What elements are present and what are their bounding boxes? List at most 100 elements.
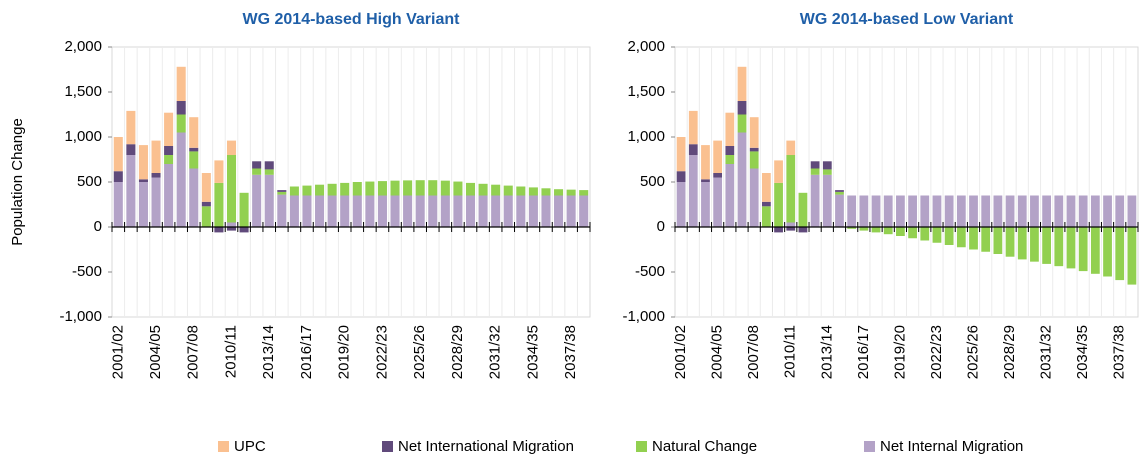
bar-segment	[1042, 227, 1052, 264]
bar-segment	[822, 169, 832, 175]
bar-segment	[415, 195, 425, 227]
bar-segment	[201, 173, 211, 202]
bar-segment	[944, 195, 954, 227]
legend-swatch	[382, 441, 393, 452]
legend-swatch	[218, 441, 229, 452]
x-tick-label: 2004/05	[709, 325, 726, 379]
bar-segment	[1115, 227, 1125, 281]
bar-segment	[969, 195, 978, 227]
legend-swatch	[864, 441, 875, 452]
bar-segment	[810, 161, 820, 169]
x-tick-label: 2016/17	[855, 325, 872, 379]
bar-segment	[176, 114, 186, 133]
bar-segment	[554, 189, 564, 196]
bar-segment	[1042, 195, 1052, 227]
x-tick-label: 2010/11	[222, 325, 239, 378]
bar-segment	[944, 227, 954, 245]
bar-segment	[774, 160, 783, 183]
bar-segment	[214, 160, 224, 183]
bar-segment	[1115, 195, 1125, 227]
bar-segment	[725, 112, 735, 146]
bar-segment	[566, 189, 576, 196]
x-tick-label: 2019/20	[336, 325, 353, 379]
bar-segment	[1103, 195, 1112, 227]
bar-segment	[138, 182, 148, 227]
bar-segment	[302, 195, 312, 227]
bar-segment	[289, 186, 299, 196]
legend-label: Net International Migration	[398, 438, 574, 455]
bar-segment	[859, 227, 869, 231]
bar-segment	[252, 168, 262, 175]
bar-segment	[1054, 195, 1064, 227]
bar-segment	[761, 206, 771, 227]
bar-segment	[713, 140, 723, 173]
x-tick-label: 2004/05	[147, 325, 164, 379]
bar-segment	[993, 227, 1003, 254]
y-tick-label: 1,000	[627, 128, 665, 145]
y-tick-label: 500	[640, 173, 665, 190]
bar-segment	[151, 177, 161, 227]
bar-segment	[774, 182, 783, 227]
bar-segment	[676, 171, 686, 182]
bar-segment	[315, 184, 325, 196]
bar-segment	[701, 145, 710, 180]
bar-segment	[749, 147, 759, 152]
bar-segment	[883, 195, 893, 227]
bar-segment	[786, 222, 796, 227]
bar-segment	[688, 155, 698, 227]
bar-segment	[403, 180, 413, 196]
bar-segment	[676, 137, 686, 172]
bar-segment	[327, 183, 337, 196]
bar-segment	[737, 132, 747, 227]
bar-segment	[1127, 195, 1137, 227]
bar-segment	[749, 117, 759, 148]
chart-title: WG 2014-based High Variant	[243, 11, 461, 28]
bar-segment	[1078, 195, 1088, 227]
bar-segment	[428, 195, 438, 227]
x-tick-label: 2037/38	[1111, 325, 1128, 379]
bar-segment	[403, 195, 413, 227]
x-tick-label: 2031/32	[487, 325, 504, 379]
bar-segment	[981, 195, 991, 227]
bar-segment	[138, 145, 148, 180]
bar-segment	[491, 184, 501, 196]
bar-segment	[352, 195, 362, 227]
bar-segment	[239, 227, 249, 233]
bar-segment	[528, 187, 538, 196]
x-tick-label: 2025/26	[411, 325, 428, 379]
bar-segment	[365, 195, 375, 227]
bar-segment	[113, 171, 123, 182]
bar-segment	[390, 180, 400, 196]
bar-segment	[798, 227, 808, 233]
bar-segment	[932, 227, 942, 243]
bar-segment	[503, 195, 513, 227]
bar-segment	[226, 222, 237, 227]
bar-segment	[491, 195, 501, 227]
bar-segment	[201, 201, 211, 207]
bar-segment	[822, 174, 832, 227]
bar-segment	[126, 144, 136, 155]
bar-segment	[516, 186, 526, 196]
y-tick-label: 500	[77, 173, 102, 190]
y-tick-label: -500	[72, 263, 102, 280]
bar-segment	[126, 110, 136, 145]
bar-segment	[786, 140, 796, 155]
bar-segment	[737, 114, 747, 133]
bar-segment	[1103, 227, 1112, 277]
bar-segment	[688, 110, 698, 145]
x-tick-label: 2001/02	[672, 325, 689, 379]
bar-segment	[701, 182, 710, 227]
bar-segment	[774, 227, 783, 233]
bar-segment	[786, 227, 796, 231]
bar-segment	[725, 146, 735, 155]
x-tick-label: 2013/14	[818, 325, 835, 379]
bar-segment	[340, 182, 350, 196]
bar-segment	[226, 227, 237, 231]
bar-segment	[176, 101, 186, 115]
legend-swatch	[636, 441, 647, 452]
bar-segment	[956, 195, 966, 227]
bar-segment	[1066, 195, 1076, 227]
bar-segment	[701, 179, 710, 182]
